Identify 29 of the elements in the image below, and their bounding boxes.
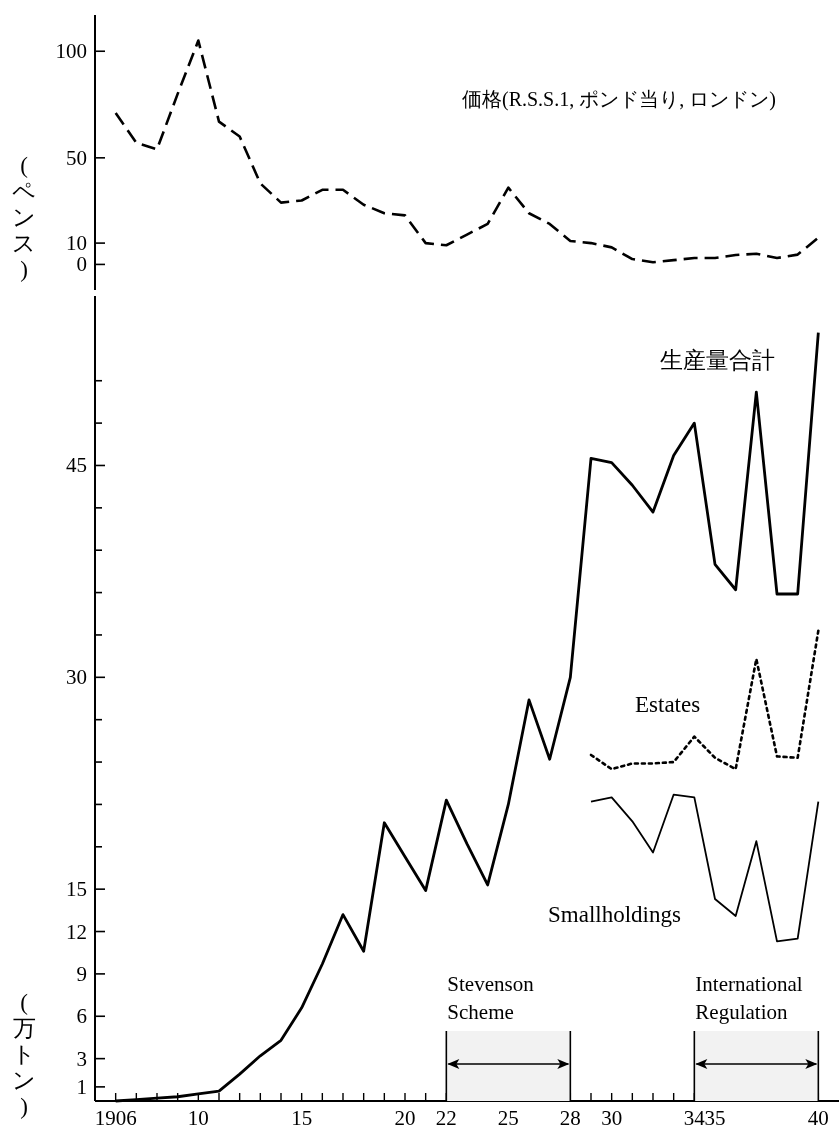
series-label: 生産量合計 (660, 348, 775, 373)
y-tick-label: 6 (76, 1004, 87, 1029)
x-tick-label: 25 (497, 1106, 519, 1130)
y-tick-label: 45 (66, 453, 87, 478)
y-tick-label: 50 (66, 145, 87, 170)
y-tick-label: 15 (66, 877, 87, 902)
y-axis-title: (ペンス) (12, 153, 36, 282)
y-tick-label: 100 (55, 39, 87, 64)
text: 価格(R.S.S.1, ポンド当り, ロンドン) (462, 88, 776, 111)
x-tick-label: 15 (291, 1106, 313, 1130)
y-tick-label: 12 (66, 919, 87, 944)
x-tick-label: 34 (683, 1106, 706, 1130)
y-tick-label: 1 (76, 1074, 87, 1099)
x-tick-label: 1906 (94, 1106, 137, 1130)
series-label: Estates (635, 692, 701, 717)
x-tick-label: 28 (559, 1106, 581, 1130)
series-label: Smallholdings (548, 902, 681, 927)
y-tick-label: 9 (76, 961, 87, 986)
band-label: International Regulation (695, 972, 803, 1024)
x-tick-label: 20 (394, 1106, 416, 1130)
y-axis-title: (万トン) (12, 990, 36, 1119)
x-tick-label: 30 (601, 1106, 623, 1130)
band-label: Stevenson Scheme (447, 972, 535, 1024)
y-tick-label: 3 (76, 1046, 87, 1071)
x-tick-label: 22 (435, 1106, 457, 1130)
x-tick-label: 40 (807, 1106, 829, 1130)
y-tick-label: 30 (66, 665, 87, 690)
x-tick-label: 10 (187, 1106, 209, 1130)
x-tick-label: 35 (704, 1106, 726, 1130)
